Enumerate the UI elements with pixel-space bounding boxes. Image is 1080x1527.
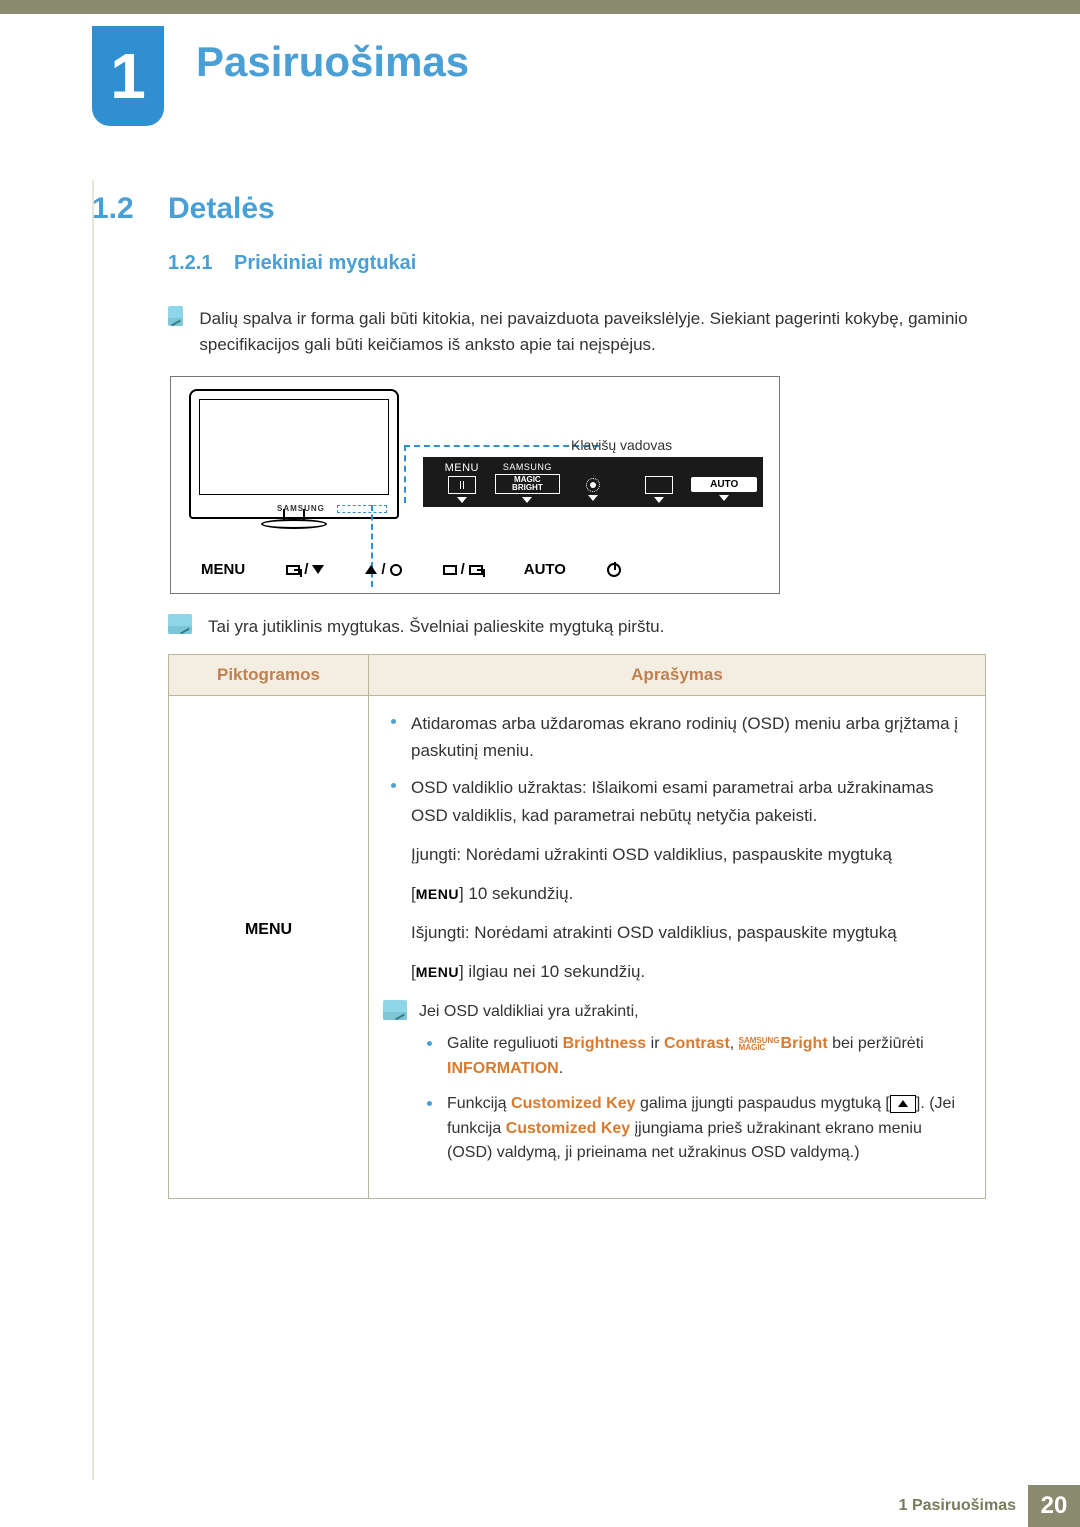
subsection-number: 1.2.1: [168, 252, 212, 275]
btn-pip: /: [443, 561, 483, 578]
section-title: Detalės: [168, 192, 275, 226]
rect-arrow-icon: [469, 565, 483, 575]
monitor-stand: [261, 519, 327, 529]
physical-button-row: MENU / / / AUTO: [201, 561, 621, 578]
arrow-down-icon: [719, 495, 729, 501]
list-item: Galite reguliuoti Brightness ir Contrast…: [419, 1032, 971, 1082]
table-header-row: Piktogramos Aprašymas: [169, 655, 986, 696]
source-icon: [645, 476, 673, 494]
rect-icon: [443, 565, 457, 575]
osd-magic-bright-label: MAGICBRIGHT: [495, 474, 561, 494]
nested-note-content: Jei OSD valdikliai yra užrakinti, Galite…: [419, 1000, 971, 1181]
list-item: OSD valdiklio užraktas: Išlaikomi esami …: [383, 774, 971, 985]
top-bar: [0, 0, 1080, 14]
th-icons: Piktogramos: [169, 655, 369, 696]
th-desc: Aprašymas: [369, 655, 986, 696]
callout-line-2: [404, 445, 599, 447]
note-block-2: Tai yra jutiklinis mygtukas. Švelniai pa…: [168, 614, 988, 640]
kw-customized-key: Customized Key: [511, 1095, 635, 1112]
triangle-up-icon: [365, 565, 377, 574]
btn-auto-label: AUTO: [524, 561, 566, 578]
monitor-touch-buttons: [337, 505, 387, 513]
note-text-1: Dalių spalva ir forma gali būti kitokia,…: [199, 306, 988, 359]
arrow-down-icon: [522, 497, 532, 503]
inline-menu-label: MENU: [416, 886, 459, 902]
b2b: Įjungti: Norėdami užrakinti OSD valdikli…: [411, 841, 971, 868]
arrow-down-icon: [588, 495, 598, 501]
btn-power: [607, 563, 621, 577]
nested-note-intro: Jei OSD valdikliai yra užrakinti,: [419, 1000, 971, 1025]
table-row: MENU Atidaromas arba uždaromas ekrano ro…: [169, 696, 986, 1199]
osd-guide-label: Klavišų vadovas: [571, 437, 672, 453]
osd-menu-icon: [448, 476, 476, 494]
cell-icon: MENU: [169, 696, 369, 1199]
kw-information: INFORMATION: [447, 1060, 559, 1077]
subsection-title: Priekiniai mygtukai: [234, 252, 416, 275]
note-icon: [168, 614, 192, 634]
chapter-number-badge: 1: [92, 26, 164, 126]
osd-slot-menu: MENU: [429, 462, 495, 503]
buttons-table: Piktogramos Aprašymas MENU Atidaromas ar…: [168, 654, 986, 1199]
nested-note: Jei OSD valdikliai yra užrakinti, Galite…: [383, 1000, 971, 1181]
osd-menu-label: MENU: [429, 462, 495, 474]
inline-menu-label: MENU: [416, 964, 459, 980]
note-block-1: Dalių spalva ir forma gali būti kitokia,…: [168, 306, 988, 359]
kw-customized-key: Customized Key: [506, 1120, 630, 1137]
btn-menu-label: MENU: [201, 561, 245, 578]
cell-desc: Atidaromas arba uždaromas ekrano rodinių…: [369, 696, 986, 1199]
brightness-icon: [586, 478, 600, 492]
source-icon: [286, 565, 300, 575]
footer: 1 Pasiruošimas 20: [0, 1485, 1080, 1527]
btn-source-down: /: [286, 561, 324, 578]
footer-text: 1 Pasiruošimas: [899, 1497, 1016, 1515]
power-icon: [607, 563, 621, 577]
arrow-down-icon: [654, 497, 664, 503]
list-item: Funkciją Customized Key galima įjungti p…: [419, 1092, 971, 1166]
monitor-outline: SAMSUNG: [189, 389, 399, 519]
menu-label: MENU: [183, 710, 354, 1150]
btn-up-bright: /: [365, 561, 401, 578]
arrow-down-icon: [457, 497, 467, 503]
chapter-title: Pasiruošimas: [196, 38, 469, 86]
osd-slot-brightness: [560, 464, 626, 501]
footer-page-number: 20: [1028, 1485, 1080, 1527]
kw-brightness: Brightness: [563, 1035, 647, 1052]
left-rule: [92, 180, 94, 1480]
b2c: [MENU] 10 sekundžių.: [411, 880, 971, 907]
kw-bright: Bright: [781, 1035, 828, 1052]
osd-auto-label: AUTO: [691, 477, 757, 492]
nested-list: Galite reguliuoti Brightness ir Contrast…: [419, 1032, 971, 1166]
note-icon: [168, 306, 183, 326]
osd-slot-magic: SAMSUNG MAGICBRIGHT: [495, 462, 561, 503]
b2a: OSD valdiklio užraktas: Išlaikomi esami …: [411, 774, 971, 828]
osd-slot-auto: AUTO: [691, 463, 757, 501]
osd-guide: MENU SAMSUNG MAGICBRIGHT AUTO: [423, 457, 763, 507]
brightness-icon: [390, 564, 402, 576]
up-arrow-box-icon: [890, 1095, 916, 1113]
osd-slot-source: [626, 462, 692, 503]
diagram-box: SAMSUNG Klavišų vadovas MENU SAMSUNG MAG…: [170, 376, 780, 594]
monitor-screen: [199, 399, 389, 495]
kw-samsung-magic: SAMSUNGMAGIC: [739, 1037, 780, 1051]
note-icon: [383, 1000, 407, 1020]
kw-contrast: Contrast: [664, 1035, 730, 1052]
b2e: [MENU] ilgiau nei 10 sekundžių.: [411, 958, 971, 985]
osd-samsung-label: SAMSUNG: [495, 462, 561, 472]
callout-line-2b: [404, 445, 406, 503]
desc-list: Atidaromas arba uždaromas ekrano rodinių…: [383, 710, 971, 986]
list-item: Atidaromas arba uždaromas ekrano rodinių…: [383, 710, 971, 764]
note-text-2: Tai yra jutiklinis mygtukas. Švelniai pa…: [208, 614, 664, 640]
triangle-down-icon: [312, 565, 324, 574]
b2d: Išjungti: Norėdami atrakinti OSD valdikl…: [411, 919, 971, 946]
section-number: 1.2: [92, 192, 134, 226]
